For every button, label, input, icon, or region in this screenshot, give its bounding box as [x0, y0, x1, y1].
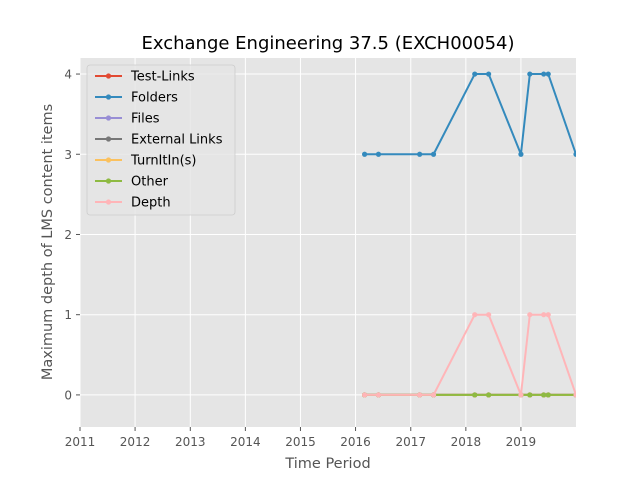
x-tick-label: 2015	[285, 435, 316, 449]
data-point-depth	[527, 312, 533, 318]
legend-item-folders: Folders	[95, 91, 178, 106]
x-tick-label: 2018	[451, 435, 482, 449]
x-axis-label: Time Period	[284, 456, 370, 472]
data-point-folders	[573, 151, 576, 157]
legend-marker	[105, 178, 112, 184]
data-point-other	[527, 392, 533, 398]
legend-marker	[105, 136, 112, 142]
data-point-depth	[361, 392, 368, 398]
x-axis-ticks: 2011 2012 2013 2014 2015 2016 2017 2018 2019	[65, 427, 536, 449]
data-point-folders	[527, 71, 533, 77]
legend-marker	[105, 157, 112, 163]
legend-label: Depth	[131, 196, 171, 211]
series-layer	[361, 71, 576, 398]
data-point-depth	[541, 312, 547, 318]
data-point-depth	[375, 392, 382, 398]
x-tick-label: 2013	[175, 435, 206, 449]
data-point-folders	[545, 71, 551, 77]
data-point-folders	[486, 71, 492, 77]
legend-marker	[105, 199, 112, 205]
legend-item-external-links: External Links	[95, 133, 223, 148]
data-point-depth	[417, 392, 423, 398]
legend-item-other: Other	[95, 175, 169, 190]
legend-label: Other	[131, 175, 169, 190]
data-point-depth	[545, 312, 551, 318]
data-point-depth	[430, 392, 437, 398]
x-tick-label: 2014	[230, 435, 261, 449]
data-point-other	[472, 392, 478, 398]
x-tick-label: 2011	[65, 435, 96, 449]
legend-label: Files	[131, 112, 160, 127]
y-axis-label: Maximum depth of LMS content items	[40, 104, 56, 380]
data-point-depth	[573, 392, 576, 398]
legend-label: TurnItIn(s)	[130, 154, 196, 169]
data-point-depth	[486, 312, 492, 318]
chart-title: Exchange Engineering 37.5 (EXCH00054)	[142, 33, 515, 54]
legend-label: External Links	[131, 133, 223, 148]
legend-label: Test-Links	[130, 70, 195, 85]
legend-marker	[105, 115, 112, 121]
data-point-other	[545, 392, 551, 398]
legend-item-depth: Depth	[95, 196, 171, 211]
y-tick-label: 2	[64, 228, 72, 242]
data-point-depth	[472, 312, 478, 318]
data-point-depth	[518, 392, 524, 398]
data-point-folders	[518, 151, 524, 157]
legend-box	[86, 64, 236, 216]
y-axis-ticks: 0 1 2 3 4	[64, 68, 80, 402]
data-point-other	[486, 392, 492, 398]
legend-item-turnitin-s: TurnItIn(s)	[95, 154, 196, 169]
series-depth	[361, 312, 576, 398]
data-point-folders	[375, 151, 382, 157]
x-tick-label: 2016	[340, 435, 371, 449]
legend-item-test-links: Test-Links	[95, 70, 195, 85]
y-tick-label: 3	[64, 148, 72, 162]
series-folders	[361, 71, 576, 157]
y-tick-label: 1	[64, 308, 72, 322]
data-point-folders	[541, 71, 547, 77]
legend-marker	[105, 73, 112, 79]
legend-label: Folders	[131, 91, 178, 106]
legend-marker	[105, 94, 112, 100]
data-point-folders	[472, 71, 478, 77]
legend-item-files: Files	[95, 112, 160, 127]
data-point-other	[541, 392, 547, 398]
data-point-folders	[361, 151, 368, 157]
data-point-folders	[417, 151, 423, 157]
legend: Test-Links Folders Files External Links Turn…	[86, 64, 236, 216]
data-point-folders	[430, 151, 437, 157]
x-tick-label: 2017	[395, 435, 426, 449]
x-tick-label: 2019	[506, 435, 537, 449]
x-tick-label: 2012	[120, 435, 151, 449]
y-tick-label: 0	[64, 388, 72, 402]
y-tick-label: 4	[64, 68, 72, 82]
